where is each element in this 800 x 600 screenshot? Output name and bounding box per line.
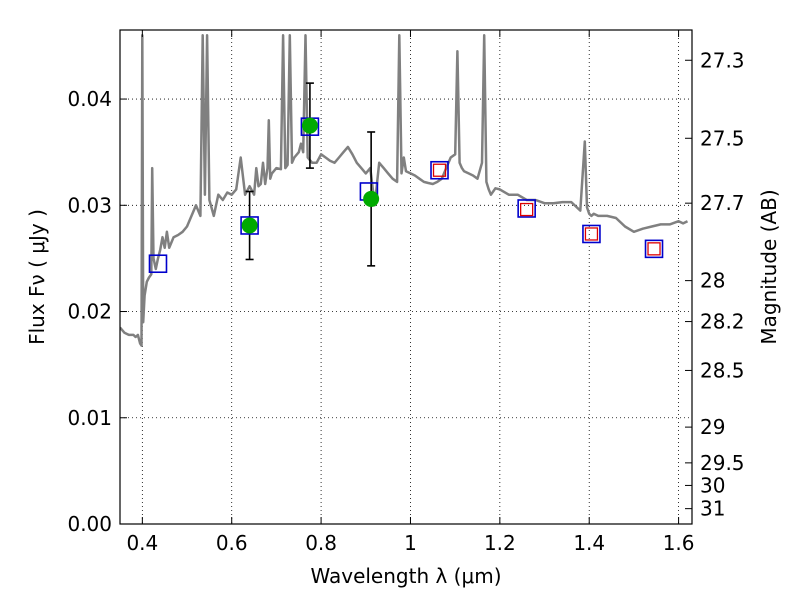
model-photometry-point — [430, 160, 449, 180]
model-photometry-point — [148, 254, 168, 274]
x-tick-label: 0.8 — [305, 531, 337, 555]
plot-area — [120, 34, 689, 347]
right-tick-label: 30 — [700, 473, 725, 497]
y-tick-label: 0.04 — [67, 87, 112, 111]
x-axis-ticks: 0.4 0.6 0.8 1 1.2 1.4 1.6 — [126, 30, 695, 555]
model-photometry-point — [582, 224, 601, 244]
sed-model-line — [120, 34, 689, 347]
right-tick-label: 27.7 — [700, 191, 745, 215]
upper-limit-point — [647, 242, 661, 256]
upper-limit-point — [584, 227, 599, 241]
x-tick-label: 1 — [404, 531, 417, 555]
y-axis-label: Flux Fν ( μJy ) — [25, 209, 49, 345]
y-tick-label: 0.02 — [67, 300, 112, 324]
y-axis-ticks: 0.00 0.01 0.02 0.03 0.04 — [67, 87, 127, 536]
x-tick-label: 0.4 — [126, 531, 158, 555]
x-tick-label: 1.2 — [484, 531, 516, 555]
y-tick-label: 0.03 — [67, 193, 112, 217]
y-tick-label: 0.01 — [67, 406, 112, 430]
x-tick-label: 1.6 — [663, 531, 695, 555]
right-tick-label: 29.5 — [700, 451, 745, 475]
detection-point — [241, 217, 258, 234]
x-axis-label: Wavelength λ (μm) — [310, 564, 501, 588]
y-tick-label: 0.00 — [67, 512, 112, 536]
model-photometry-point — [240, 216, 259, 235]
x-tick-label: 1.4 — [573, 531, 605, 555]
model-photometry-point — [644, 239, 664, 259]
x-tick-label: 0.6 — [216, 531, 248, 555]
upper-limit-point — [432, 163, 447, 177]
upper-limit-point — [520, 202, 534, 217]
detection-point — [363, 190, 380, 207]
detection-point — [301, 117, 318, 134]
right-tick-label: 28.2 — [700, 310, 745, 334]
right-tick-label: 28 — [700, 269, 725, 293]
right-tick-label: 27.3 — [700, 48, 745, 72]
right-tick-label: 29 — [700, 415, 725, 439]
plot-frame — [119, 29, 693, 525]
right-tick-label: 31 — [700, 497, 725, 521]
right-tick-label: 27.5 — [700, 126, 745, 150]
right-axis-label: Magnitude (AB) — [757, 189, 781, 344]
model-photometry-point — [517, 199, 536, 218]
right-tick-label: 28.5 — [700, 358, 745, 382]
